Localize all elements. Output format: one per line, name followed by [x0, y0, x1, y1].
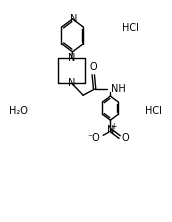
Text: +: + [110, 122, 116, 131]
Text: H₂O: H₂O [9, 106, 28, 116]
Text: O: O [121, 133, 129, 143]
Text: HCl: HCl [122, 23, 138, 33]
Text: N: N [107, 125, 114, 135]
Text: N: N [68, 53, 75, 63]
Text: N: N [70, 14, 78, 24]
Text: NH: NH [111, 84, 125, 94]
Text: N: N [68, 78, 75, 88]
Text: ⁻O: ⁻O [87, 133, 100, 143]
Text: HCl: HCl [145, 106, 162, 116]
Text: O: O [89, 62, 97, 72]
